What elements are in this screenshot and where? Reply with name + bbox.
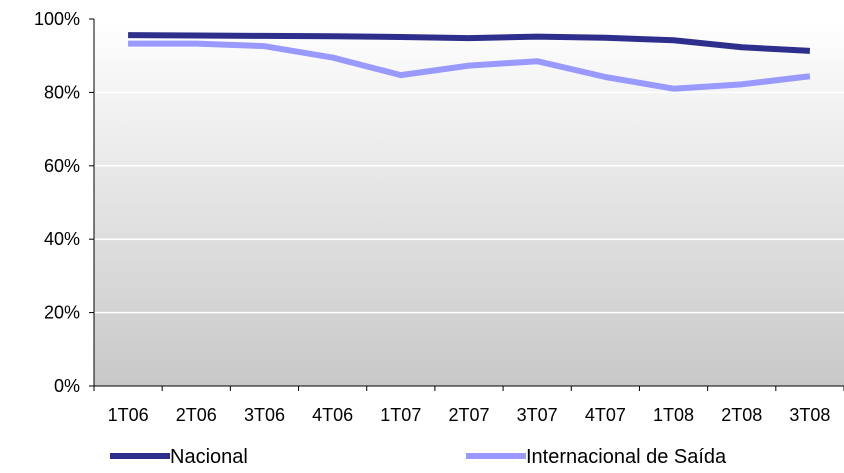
y-tick-label: 40%: [44, 229, 80, 249]
data-point: [398, 72, 404, 78]
data-point: [534, 34, 540, 40]
data-point: [261, 33, 267, 39]
x-tick-label: 2T06: [176, 405, 217, 425]
data-point: [534, 58, 540, 64]
data-point: [466, 35, 472, 41]
data-point: [466, 63, 472, 69]
gridlines: [94, 18, 844, 314]
data-point: [193, 33, 199, 39]
y-tick-label: 100%: [34, 9, 80, 29]
x-tick-label: 1T08: [653, 405, 694, 425]
data-point: [602, 74, 608, 80]
x-tick-label: 2T07: [448, 405, 489, 425]
axes: 0% 20% 40% 60% 80% 100% 1T06 2T06 3T06 4T06 1T07 2T…: [34, 9, 844, 425]
series-line-1: [128, 40, 811, 92]
y-tick-label: 60%: [44, 156, 80, 176]
x-tick-label: 4T07: [585, 405, 626, 425]
data-point: [261, 43, 267, 49]
x-tick-label: 1T06: [108, 405, 149, 425]
data-point: [671, 86, 677, 92]
data-point: [330, 33, 336, 39]
y-tick-label: 80%: [44, 82, 80, 102]
data-point: [671, 37, 677, 43]
data-point: [602, 35, 608, 41]
data-point: [739, 81, 745, 87]
data-point: [398, 34, 404, 40]
data-point: [125, 32, 131, 38]
y-tick-label: 20%: [44, 303, 80, 323]
legend: Nacional Internacional de Saída: [110, 446, 727, 468]
x-tick-label: 3T07: [517, 405, 558, 425]
x-tick-label: 3T06: [244, 405, 285, 425]
x-tick-label: 4T06: [312, 405, 353, 425]
data-point: [330, 55, 336, 61]
legend-label: Nacional: [170, 446, 248, 468]
data-point: [739, 44, 745, 50]
data-point: [807, 48, 813, 54]
x-tick-label: 1T07: [380, 405, 421, 425]
series-lines: [125, 32, 813, 92]
data-point: [807, 73, 813, 79]
x-tick-label: 2T08: [721, 405, 762, 425]
data-point: [193, 41, 199, 47]
data-point: [125, 41, 131, 47]
series-line-0: [128, 32, 811, 54]
y-tick-label: 0%: [54, 376, 80, 396]
x-tick-label: 3T08: [789, 405, 830, 425]
plot-area: [94, 19, 844, 386]
legend-label: Internacional de Saída: [526, 446, 727, 468]
